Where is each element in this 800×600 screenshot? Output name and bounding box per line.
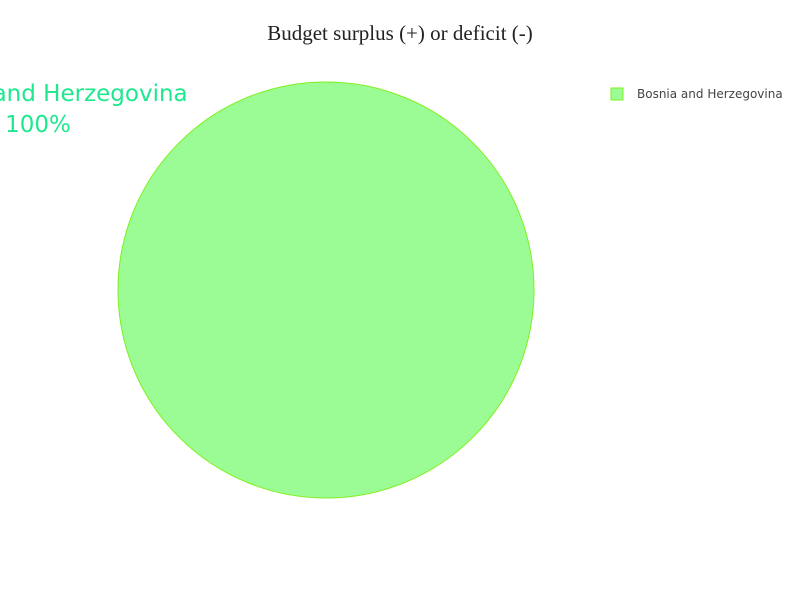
pie-slice-0[interactable]	[117, 81, 535, 499]
slice-labels: Bosnia and Herzegovina 100%	[0, 81, 188, 138]
legend-label-0[interactable]: Bosnia and Herzegovina	[637, 87, 783, 101]
slice-label-percent: 100%	[5, 112, 71, 138]
pie-slices	[117, 81, 535, 499]
slice-label-category: Bosnia and Herzegovina	[0, 81, 188, 107]
chart-title: Budget surplus (+) or deficit (-)	[267, 21, 533, 45]
legend: Bosnia and Herzegovina	[610, 87, 783, 101]
legend-swatch-0[interactable]	[610, 87, 624, 101]
